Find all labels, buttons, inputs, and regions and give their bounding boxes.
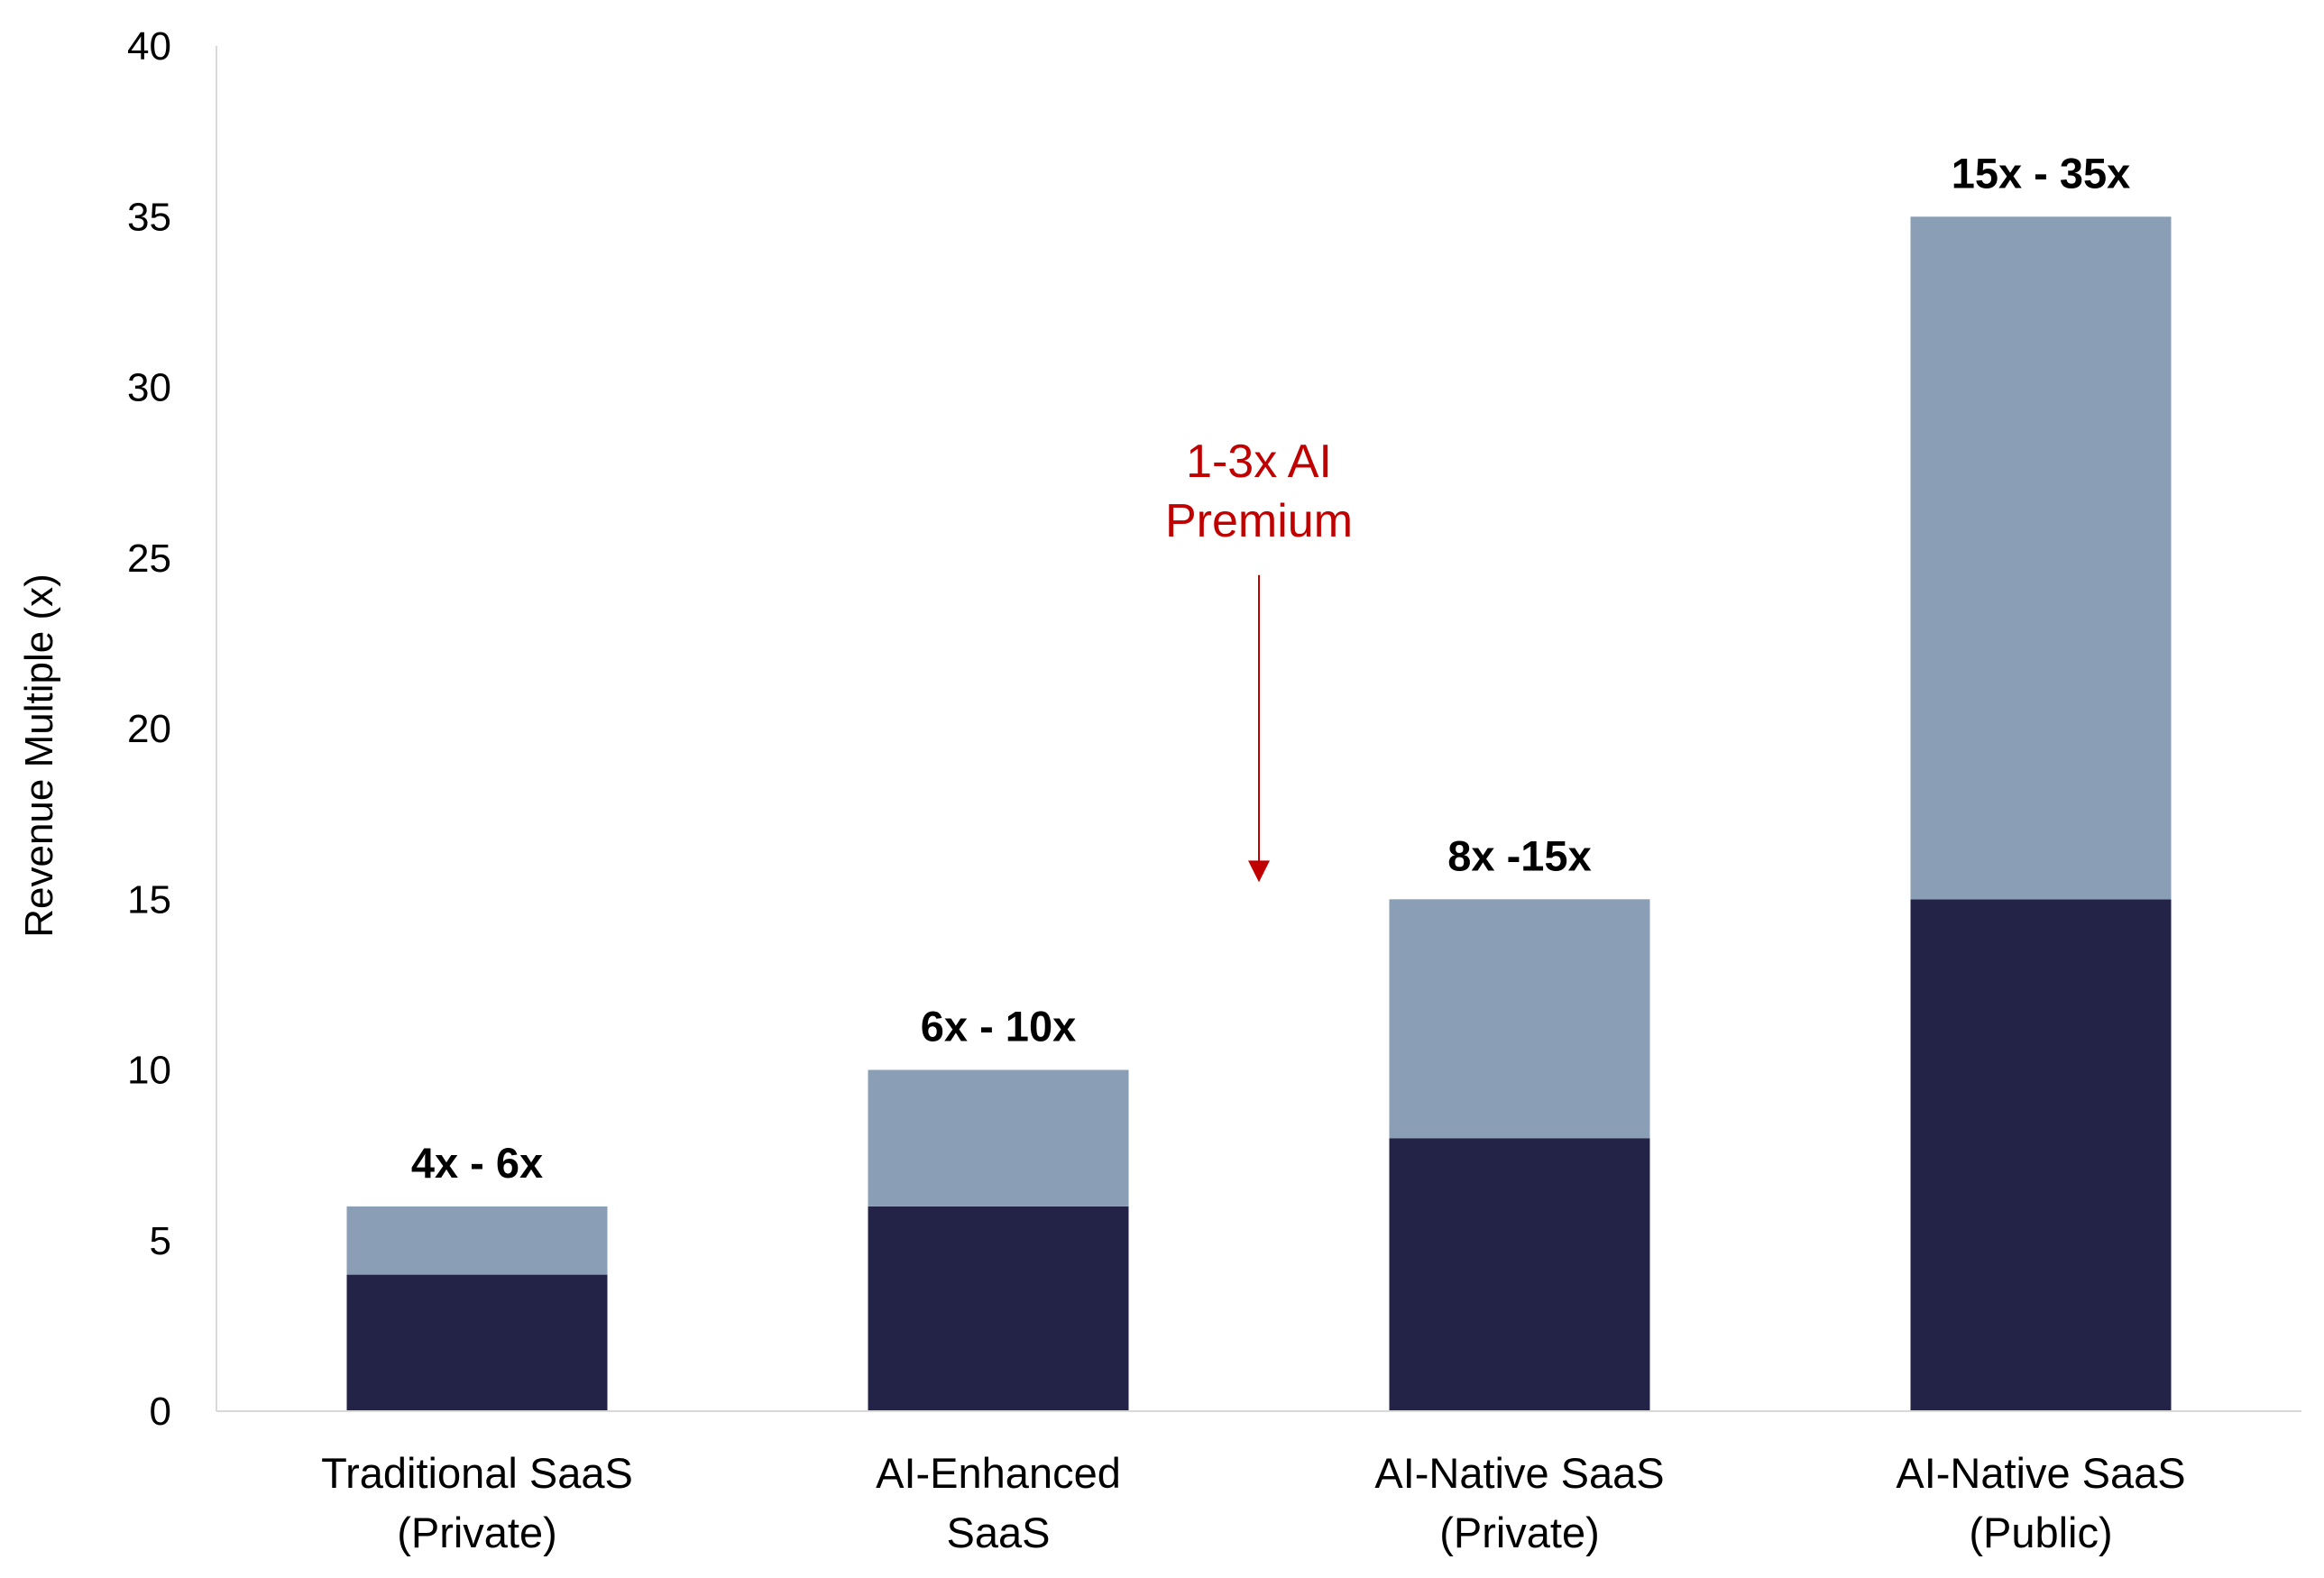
bar-segment-3-1 <box>1910 216 2172 900</box>
category-label-2-line-0: AI-Native SaaS <box>1374 1449 1664 1497</box>
category-label-3-line-0: AI-Native SaaS <box>1896 1449 2185 1497</box>
y-tick-label-5: 5 <box>150 1219 171 1263</box>
bar-segment-1-1 <box>868 1069 1129 1206</box>
category-label-3-line-1: (Public) <box>1969 1509 2112 1556</box>
data-label-0: 4x - 6x <box>411 1139 543 1187</box>
y-tick-label-20: 20 <box>127 707 171 751</box>
y-tick-label-10: 10 <box>127 1049 171 1093</box>
data-label-2: 8x -15x <box>1447 831 1591 879</box>
annotation-arrow-head <box>1248 860 1270 883</box>
bar-segment-0-1 <box>346 1206 608 1275</box>
labels-layer: 4x - 6x Traditional SaaS (Private) 6x - 10x… <box>321 149 2186 1556</box>
category-label-0-line-1: (Private) <box>397 1509 557 1556</box>
bar-segment-1-0 <box>868 1206 1129 1411</box>
y-tick-label-40: 40 <box>127 24 171 69</box>
y-tick-label-30: 30 <box>127 366 171 410</box>
annotation-text-line-1: Premium <box>1165 495 1353 547</box>
bars-layer <box>346 216 2172 1412</box>
axes-layer: 0 5 10 15 20 25 30 35 40 Revenue Multiple (x) <box>17 24 2301 1434</box>
bar-segment-3-0 <box>1910 899 2172 1412</box>
y-tick-label-0: 0 <box>150 1390 171 1434</box>
bar-segment-0-0 <box>346 1274 608 1411</box>
bar-segment-2-1 <box>1389 899 1650 1139</box>
y-axis-title: Revenue Multiple (x) <box>17 573 61 938</box>
y-tick-label-15: 15 <box>127 877 171 922</box>
category-label-1-line-1: SaaS <box>947 1509 1051 1556</box>
y-tick-label-25: 25 <box>127 537 171 581</box>
data-label-1: 6x - 10x <box>921 1003 1076 1050</box>
data-label-3: 15x - 35x <box>1952 149 2131 197</box>
bar-segment-2-0 <box>1389 1138 1650 1411</box>
annotation-text-line-0: 1-3x AI <box>1186 436 1332 488</box>
annotation-layer: 1-3x AI Premium <box>1165 436 1353 883</box>
category-label-0-line-0: Traditional SaaS <box>321 1449 633 1497</box>
category-label-2-line-1: (Private) <box>1439 1509 1600 1556</box>
category-label-1-line-0: AI-Enhanced <box>876 1449 1121 1497</box>
y-tick-label-35: 35 <box>127 195 171 239</box>
